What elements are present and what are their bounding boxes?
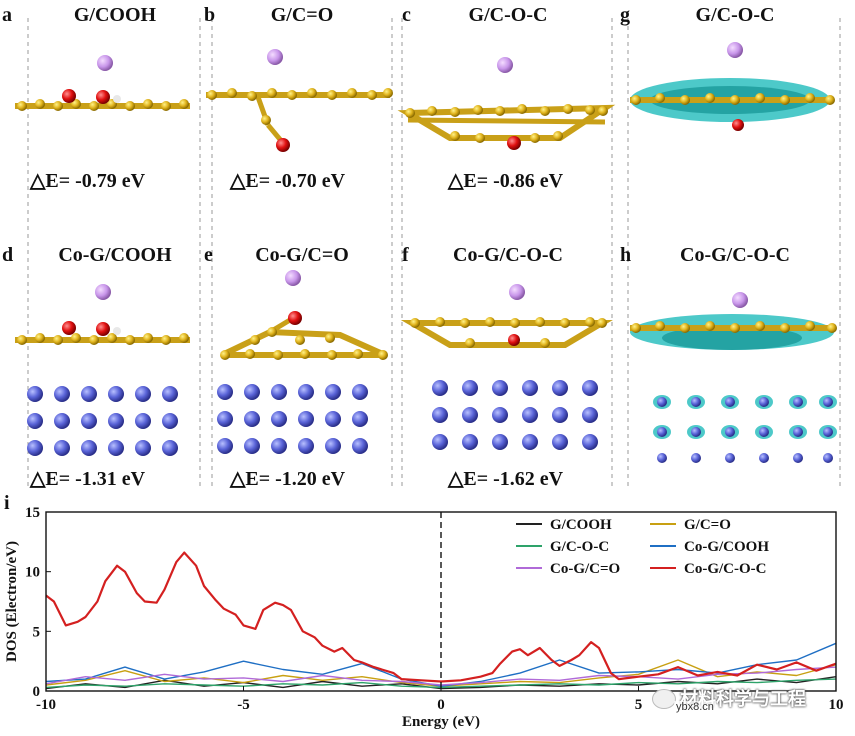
legend-label-3: Co-G/COOH [684,539,769,555]
panel-label-a: a [2,4,12,26]
x-tick-label-3: 5 [635,697,643,713]
structure-b [206,49,393,152]
structure-d [15,284,190,456]
panel-label-f: f [402,244,409,266]
panel-title-h: Co-G/C-O-C [680,244,790,266]
y-tick-label-3: 15 [25,505,40,521]
y-tick-label-2: 10 [25,565,40,581]
panel-label-h: h [620,244,632,266]
structure-e [217,270,388,454]
charge-density-h [630,292,837,463]
panel-title-f: Co-G/C-O-C [453,244,563,266]
panel-title-d: Co-G/COOH [58,244,172,266]
energy-a: △E= -0.79 eV [30,170,146,192]
energy-c: △E= -0.86 eV [448,170,564,192]
legend-label-1: G/C=O [684,517,731,533]
panel-title-g: G/C-O-C [695,4,775,26]
structure-a [15,55,190,111]
y-axis-label: DOS (Electron/eV) [4,541,20,662]
legend-label-5: Co-G/C-O-C [684,561,767,577]
charge-density-g [630,42,835,131]
panel-title-c: G/C-O-C [468,4,548,26]
energy-e: △E= -1.20 eV [230,468,346,490]
panel-label-d: d [2,244,14,266]
legend-label-2: G/C-O-C [550,539,609,555]
panel-label-e: e [204,244,213,266]
y-tick-label-0: 0 [33,684,41,700]
energy-f: △E= -1.62 eV [448,468,564,490]
x-tick-label-1: -5 [237,697,250,713]
watermark: 材料科学与工程 ybx8.cn [652,685,852,715]
panel-title-a: G/COOH [73,4,157,26]
panel-label-c: c [402,4,411,26]
legend-label-4: Co-G/C=O [550,561,620,577]
energy-b: △E= -0.70 eV [230,170,346,192]
x-tick-label-0: -10 [36,697,56,713]
legend-label-0: G/COOH [550,517,612,533]
panel-label-i: i [4,492,10,514]
x-tick-label-2: 0 [437,697,445,713]
wechat-icon [652,689,676,709]
x-axis-label: Energy (eV) [402,714,480,730]
y-tick-label-1: 5 [33,624,41,640]
x-tick-label-4: 10 [829,697,844,713]
structure-f [400,284,613,450]
panel-label-b: b [204,4,216,26]
structure-c [397,57,616,150]
energy-d: △E= -1.31 eV [30,468,146,490]
panel-label-g: g [620,4,630,26]
series-line-5 [45,551,837,683]
panel-title-e: Co-G/C=O [255,244,349,266]
panel-dividers [27,18,841,488]
panel-title-b: G/C=O [270,4,334,26]
watermark-site: ybx8.cn [674,701,716,713]
